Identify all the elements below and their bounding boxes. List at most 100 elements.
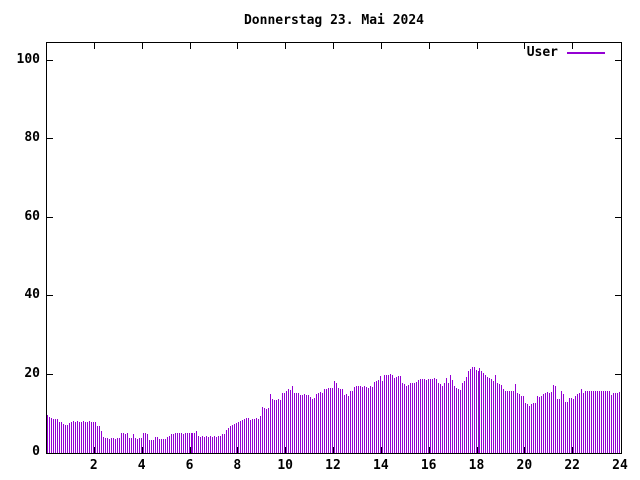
- bar: [423, 379, 425, 453]
- bar: [525, 402, 527, 453]
- bar: [54, 418, 56, 453]
- bar: [397, 376, 399, 453]
- y-axis-tick: [615, 138, 621, 139]
- x-tick-label: 4: [137, 458, 146, 473]
- bar: [48, 416, 50, 453]
- bar: [387, 374, 389, 453]
- x-axis-tick: [380, 447, 382, 453]
- bar: [587, 390, 589, 453]
- bar: [212, 436, 214, 453]
- bar: [355, 386, 357, 453]
- bar: [248, 418, 250, 453]
- x-axis-tick: [93, 447, 95, 453]
- bar: [204, 436, 206, 453]
- bar: [172, 433, 174, 453]
- x-axis-tick: [237, 43, 239, 49]
- bar: [357, 385, 359, 453]
- bar: [337, 387, 339, 453]
- bar: [218, 436, 220, 453]
- x-tick-label: 14: [373, 458, 389, 473]
- x-tick-label: 10: [277, 458, 293, 473]
- y-axis-tick: [615, 216, 621, 218]
- bar: [280, 399, 282, 453]
- bar: [465, 376, 467, 453]
- bar: [449, 374, 451, 453]
- bar: [224, 433, 226, 453]
- bar: [453, 385, 455, 453]
- bar: [513, 391, 515, 453]
- bar: [495, 374, 497, 453]
- bar: [369, 385, 371, 453]
- bar: [142, 432, 144, 453]
- bar: [553, 385, 555, 453]
- y-axis-tick: [47, 295, 53, 296]
- bar: [182, 433, 184, 453]
- bar: [519, 394, 521, 453]
- bar: [114, 438, 116, 453]
- bar: [551, 392, 553, 453]
- bar: [515, 384, 517, 453]
- bar: [328, 388, 330, 453]
- bar: [433, 378, 435, 453]
- bar: [304, 394, 306, 453]
- bar: [535, 403, 537, 453]
- bar: [497, 382, 499, 453]
- bar: [198, 436, 200, 453]
- bar: [80, 421, 82, 453]
- y-tick-label: 0: [32, 444, 40, 459]
- y-tick-label: 40: [24, 287, 40, 302]
- bar: [86, 421, 88, 453]
- bar: [507, 391, 509, 453]
- bar: [174, 433, 176, 453]
- bar: [70, 421, 72, 453]
- bar: [419, 379, 421, 453]
- bar: [521, 396, 523, 453]
- bar: [609, 390, 611, 453]
- bar: [343, 395, 345, 453]
- bar: [210, 436, 212, 453]
- bar: [170, 434, 172, 453]
- bar: [413, 382, 415, 453]
- bar: [477, 371, 479, 453]
- bar: [335, 382, 337, 453]
- bar: [509, 390, 511, 453]
- bar: [254, 418, 256, 453]
- bar: [160, 439, 162, 453]
- bar: [487, 376, 489, 453]
- bar: [232, 425, 234, 453]
- bar: [439, 384, 441, 453]
- bar: [200, 436, 202, 453]
- x-tick-label: 8: [233, 458, 242, 473]
- bar: [332, 387, 333, 453]
- bar: [563, 394, 565, 453]
- bar: [266, 408, 268, 453]
- bar: [166, 436, 168, 453]
- bar: [347, 396, 349, 453]
- bar: [425, 379, 427, 453]
- bar: [493, 381, 495, 453]
- bar: [537, 396, 539, 453]
- bar: [353, 386, 355, 453]
- bar: [314, 398, 316, 453]
- bar: [467, 371, 469, 453]
- bar: [124, 433, 126, 453]
- bar: [407, 384, 409, 453]
- bar: [136, 438, 138, 453]
- bar: [262, 406, 264, 453]
- bar: [306, 394, 308, 453]
- x-axis-tick: [93, 43, 95, 49]
- bar: [409, 382, 411, 453]
- bar: [437, 382, 439, 453]
- bar: [361, 386, 363, 453]
- bar: [435, 379, 437, 453]
- bar: [222, 434, 224, 453]
- bar: [258, 418, 260, 453]
- bar: [445, 377, 447, 453]
- bar: [302, 395, 304, 453]
- bar: [47, 415, 48, 453]
- x-axis-tick: [141, 447, 143, 453]
- bar: [308, 394, 310, 453]
- bar: [531, 403, 533, 453]
- bar: [244, 419, 246, 453]
- y-tick-label: 20: [24, 365, 40, 381]
